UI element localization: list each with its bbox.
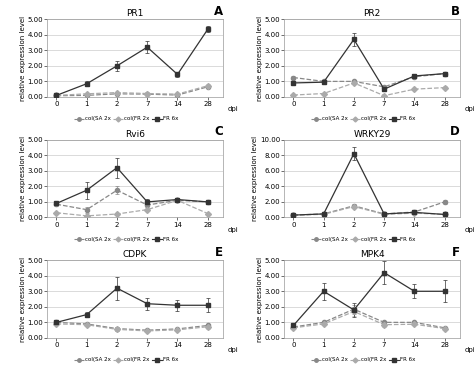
Title: PR1: PR1 <box>127 10 144 18</box>
Title: WRKY29: WRKY29 <box>353 130 391 139</box>
Text: dpi: dpi <box>465 347 474 353</box>
Y-axis label: relative expression level: relative expression level <box>257 257 263 342</box>
Legend: col(SA 2x, col(FR 2x, FR 6x: col(SA 2x, col(FR 2x, FR 6x <box>72 235 181 244</box>
Text: dpi: dpi <box>228 227 238 233</box>
Text: dpi: dpi <box>228 347 238 353</box>
Text: E: E <box>215 246 223 259</box>
Text: dpi: dpi <box>465 106 474 112</box>
Title: CDPK: CDPK <box>123 250 147 260</box>
Title: Rvi6: Rvi6 <box>125 130 145 139</box>
Y-axis label: relative expression level: relative expression level <box>257 15 263 101</box>
Title: PR2: PR2 <box>364 10 381 18</box>
Title: MPK4: MPK4 <box>360 250 384 260</box>
Y-axis label: relative expression level: relative expression level <box>20 15 26 101</box>
Text: C: C <box>214 125 223 138</box>
Legend: col(SA 2x, col(FR 2x, FR 6x: col(SA 2x, col(FR 2x, FR 6x <box>309 235 418 244</box>
Legend: col(SA 2x, col(FR 2x, FR 6x: col(SA 2x, col(FR 2x, FR 6x <box>309 114 418 124</box>
Y-axis label: relative expression level: relative expression level <box>253 136 258 221</box>
Text: A: A <box>214 5 223 18</box>
Text: dpi: dpi <box>228 106 238 112</box>
Y-axis label: relative expression level: relative expression level <box>20 136 26 221</box>
Text: F: F <box>452 246 460 259</box>
Text: B: B <box>451 5 460 18</box>
Legend: col(SA 2x, col(FR 2x, FR 6x: col(SA 2x, col(FR 2x, FR 6x <box>72 114 181 124</box>
Legend: col(SA 2x, col(FR 2x, FR 6x: col(SA 2x, col(FR 2x, FR 6x <box>72 355 181 365</box>
Legend: col(SA 2x, col(FR 2x, FR 6x: col(SA 2x, col(FR 2x, FR 6x <box>309 355 418 365</box>
Text: D: D <box>450 125 460 138</box>
Y-axis label: relative expression level: relative expression level <box>20 257 26 342</box>
Text: dpi: dpi <box>465 227 474 233</box>
